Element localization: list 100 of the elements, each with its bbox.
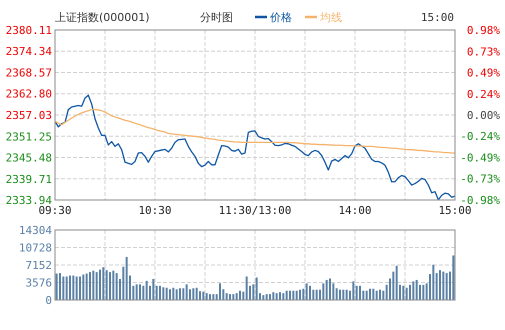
bar — [379, 290, 381, 300]
bar — [339, 290, 341, 300]
bar — [159, 286, 161, 300]
y-tick-label: 3576 — [26, 276, 52, 290]
bar — [269, 294, 271, 300]
bar — [322, 283, 324, 300]
y-tick-label: 2351.25 — [6, 130, 52, 144]
bar — [276, 293, 278, 300]
bar — [136, 284, 138, 300]
x-tick-label: 14:00 — [338, 204, 372, 217]
bar — [102, 267, 104, 300]
bar — [226, 293, 228, 300]
y-tick-label: 2357.03 — [6, 108, 52, 122]
y2-tick-label: 0.00% — [466, 109, 500, 122]
y2-tick-label: -0.24% — [460, 130, 500, 143]
y-tick-label: 2333.94 — [6, 194, 52, 207]
bar — [89, 272, 91, 300]
bar — [182, 288, 184, 300]
y2-tick-label: -0.73% — [460, 172, 500, 186]
y-tick-label: 7152 — [26, 259, 52, 272]
bar — [402, 286, 404, 300]
bar — [442, 272, 444, 300]
bar — [186, 284, 188, 300]
bar — [366, 290, 368, 300]
bar — [162, 287, 164, 300]
bar — [292, 290, 294, 300]
y2-tick-label: 0.49% — [466, 66, 500, 80]
bar — [139, 284, 141, 300]
x-tick-label: 10:30 — [138, 204, 172, 217]
bar — [72, 276, 74, 300]
bar — [56, 274, 58, 300]
bar — [312, 290, 314, 300]
bar — [289, 290, 291, 300]
bar — [279, 292, 281, 300]
bar — [172, 288, 174, 300]
bar — [396, 266, 398, 300]
bar — [352, 281, 354, 300]
bar — [79, 276, 81, 300]
y-tick-label: 2374.34 — [6, 45, 52, 58]
bar — [176, 289, 178, 300]
bar — [112, 270, 114, 300]
bar — [299, 290, 301, 300]
bar — [439, 270, 441, 300]
y-tick-label: 2368.57 — [6, 66, 52, 80]
bar — [239, 290, 241, 300]
bar — [206, 293, 208, 300]
bar — [199, 291, 201, 300]
bar — [209, 294, 211, 300]
bar — [296, 290, 298, 300]
bar — [262, 295, 264, 300]
bar — [326, 280, 328, 300]
bar — [169, 289, 171, 300]
bar — [229, 294, 231, 300]
bar — [256, 277, 258, 300]
bar — [109, 272, 111, 300]
x-tick-label: 09:30 — [38, 204, 72, 217]
bar — [82, 274, 84, 300]
bar — [422, 284, 424, 300]
bar — [232, 294, 234, 300]
bar — [306, 283, 308, 300]
y2-tick-label: -0.49% — [460, 152, 500, 164]
chart-title: 上证指数(000001) — [55, 11, 150, 24]
bar — [106, 270, 108, 300]
bar — [432, 264, 434, 300]
text: 15:00 — [420, 11, 454, 24]
x-tick-label: 11:30/13:00 — [218, 204, 292, 217]
bar — [452, 255, 454, 300]
bar — [416, 280, 418, 300]
bar — [116, 273, 118, 300]
bar — [266, 294, 268, 300]
bar — [272, 292, 274, 300]
bar — [409, 284, 411, 300]
bar — [286, 290, 288, 300]
bar — [92, 270, 94, 300]
y-tick-label: 2380.11 — [6, 24, 52, 37]
bar — [126, 256, 128, 300]
bar — [166, 288, 168, 300]
y2-tick-label: 0.24% — [466, 88, 500, 102]
bar — [152, 278, 154, 300]
y-tick-label: 2345.48 — [6, 152, 52, 165]
bar — [246, 276, 248, 300]
bar — [76, 276, 78, 300]
x-tick-label: 15:00 — [438, 204, 472, 217]
bar — [146, 280, 148, 300]
y2-tick-label: 0.73% — [466, 46, 500, 59]
y-tick-label: 0 — [45, 294, 52, 307]
bar — [196, 288, 198, 300]
y2-tick-label: 0.98% — [466, 24, 500, 37]
bar — [406, 288, 408, 300]
bar — [212, 294, 214, 300]
bar — [96, 272, 98, 300]
bar — [356, 286, 358, 300]
bar — [219, 283, 221, 300]
y-tick-label: 2362.80 — [6, 88, 52, 101]
y-tick-label: 2339.71 — [6, 172, 52, 186]
bar — [59, 273, 61, 300]
bar — [446, 273, 448, 300]
line-series — [54, 108, 456, 154]
bar — [202, 292, 204, 300]
bar — [359, 286, 361, 300]
